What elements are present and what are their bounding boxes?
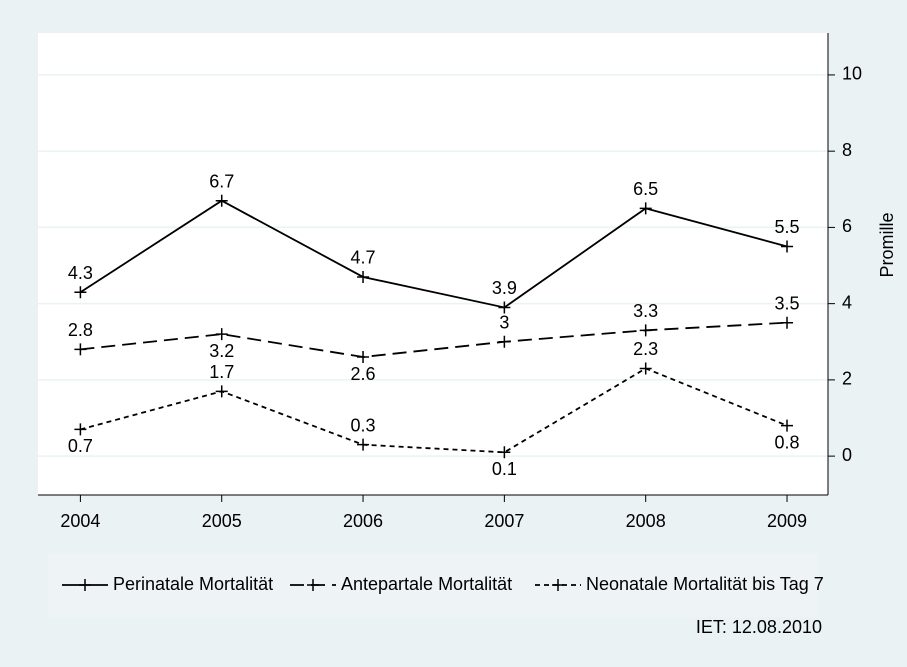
legend-marker [307, 579, 319, 591]
data-label: 3.3 [633, 301, 658, 321]
y-tick-label: 6 [842, 216, 852, 236]
point-marker [498, 446, 511, 459]
y-tick-label: 2 [842, 369, 852, 389]
legend-label: Perinatale Mortalität [113, 574, 273, 594]
data-label: 4.3 [68, 263, 93, 283]
point-marker [781, 240, 794, 253]
point-marker [781, 316, 794, 329]
data-label: 3.2 [209, 341, 234, 361]
x-tick-label: 2009 [767, 511, 807, 531]
x-tick-label: 2005 [202, 511, 242, 531]
series-line [79, 199, 788, 309]
data-label: 0.1 [492, 459, 517, 479]
data-label: 2.6 [351, 364, 376, 384]
point-marker [357, 438, 370, 451]
legend-label: Neonatale Mortalität bis Tag 7 [586, 574, 824, 594]
y-tick-label: 10 [842, 64, 862, 84]
data-label: 2.3 [633, 339, 658, 359]
point-marker [639, 362, 652, 375]
point-marker [781, 419, 794, 432]
x-tick-label: 2006 [343, 511, 383, 531]
x-tick-label: 2008 [626, 511, 666, 531]
data-label: 0.7 [68, 436, 93, 456]
data-label: 6.5 [633, 179, 658, 199]
data-label: 3.5 [775, 293, 800, 313]
point-marker [498, 335, 511, 348]
data-label: 5.5 [775, 217, 800, 237]
legend-marker [552, 579, 564, 591]
point-marker [215, 328, 228, 341]
point-marker [357, 270, 370, 283]
point-marker [357, 351, 370, 364]
data-label: 4.7 [351, 248, 376, 268]
note: IET: 12.08.2010 [696, 617, 822, 637]
y-tick-label: 0 [842, 445, 852, 465]
data-label: 3 [499, 313, 509, 333]
y-tick-label: 4 [842, 292, 852, 312]
y-tick-label: 8 [842, 140, 852, 160]
series-line [80, 321, 788, 358]
data-label: 3.9 [492, 278, 517, 298]
point-marker [215, 385, 228, 398]
x-tick-label: 2007 [484, 511, 524, 531]
point-marker [498, 301, 511, 314]
point-marker [74, 423, 87, 436]
point-marker [74, 286, 87, 299]
point-marker [74, 343, 87, 356]
series-line [80, 367, 788, 454]
legend-marker [79, 579, 91, 591]
data-label: 6.7 [209, 171, 234, 191]
plot-area [38, 33, 828, 495]
data-label: 1.7 [209, 362, 234, 382]
point-marker [215, 194, 228, 207]
point-marker [639, 202, 652, 215]
x-tick-label: 2004 [60, 511, 100, 531]
y-axis-title: Promille [877, 212, 897, 277]
data-label: 0.3 [351, 415, 376, 435]
legend-label: Antepartale Mortalität [341, 574, 512, 594]
legend-box [48, 553, 818, 617]
point-marker [639, 324, 652, 337]
data-label: 2.8 [68, 320, 93, 340]
data-label: 0.8 [775, 432, 800, 452]
